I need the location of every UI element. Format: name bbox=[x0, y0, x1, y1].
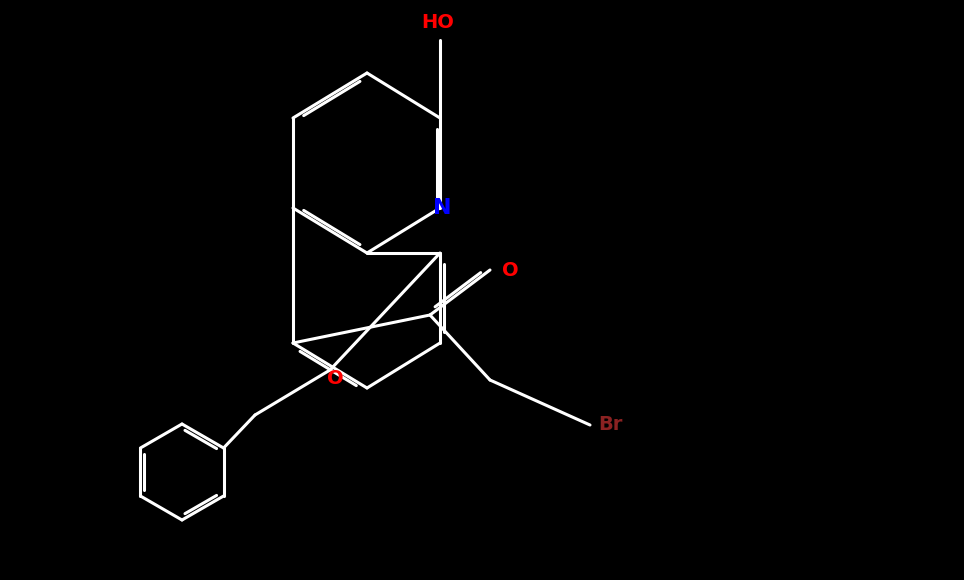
Text: N: N bbox=[433, 198, 451, 218]
Text: O: O bbox=[502, 260, 519, 280]
Text: O: O bbox=[327, 368, 343, 387]
Text: HO: HO bbox=[421, 13, 454, 32]
Text: Br: Br bbox=[598, 415, 623, 434]
